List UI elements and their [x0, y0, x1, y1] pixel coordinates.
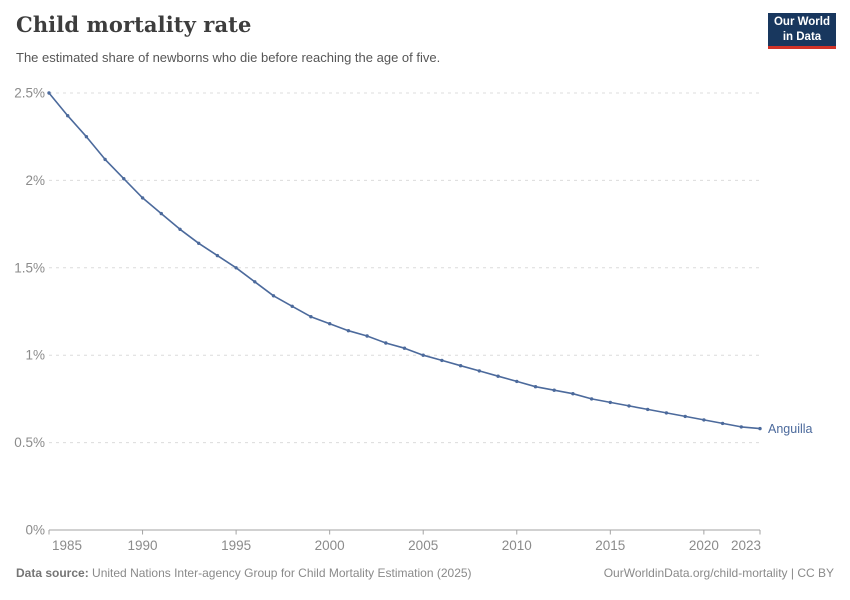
data-point — [197, 241, 201, 245]
data-point — [515, 379, 519, 384]
series-anguilla[interactable]: Anguilla — [47, 91, 813, 436]
owid-logo[interactable]: Our World in Data — [768, 13, 836, 49]
data-point — [84, 135, 89, 139]
data-point — [552, 388, 556, 392]
data-point — [253, 280, 257, 284]
data-point — [739, 425, 743, 429]
data-point — [290, 304, 294, 308]
data-point — [215, 253, 220, 258]
data-point — [477, 369, 481, 373]
data-point — [271, 294, 276, 298]
data-point — [346, 329, 351, 333]
y-tick-label: 1% — [25, 348, 45, 363]
chart-footer: Data source: United Nations Inter-agency… — [0, 566, 850, 580]
data-point — [421, 353, 425, 357]
y-tick-label: 1.5% — [14, 260, 45, 275]
data-point — [627, 404, 631, 408]
y-tick-label: 0.5% — [14, 435, 45, 450]
gridlines — [49, 92, 760, 444]
y-tick-label: 2% — [25, 173, 45, 188]
data-point — [384, 341, 388, 345]
owid-logo-line2: in Data — [782, 30, 822, 43]
data-point — [159, 211, 163, 216]
data-point — [571, 392, 575, 396]
data-point — [702, 418, 706, 422]
y-tick-label: 2.5% — [14, 86, 45, 101]
data-point — [47, 91, 51, 95]
data-point — [608, 400, 612, 405]
data-point — [533, 385, 538, 389]
data-point — [683, 414, 687, 419]
y-tick-label: 0% — [25, 523, 45, 538]
chart-subtitle: The estimated share of newborns who die … — [16, 50, 441, 65]
data-point — [140, 196, 145, 200]
x-tick-label: 2023 — [731, 538, 761, 553]
owid-logo-line1: Our World — [773, 16, 830, 29]
data-point — [496, 374, 500, 378]
data-point — [365, 334, 369, 338]
series-label-anguilla[interactable]: Anguilla — [768, 422, 813, 436]
data-point — [122, 177, 126, 181]
data-point — [758, 426, 762, 431]
data-point — [234, 266, 238, 270]
data-point — [589, 397, 594, 401]
data-point — [664, 411, 669, 415]
x-tick-label: 2005 — [408, 538, 438, 553]
x-axis: 1985 1990 1995 2000 2005 2010 2015 2020 2023 — [48, 529, 761, 553]
x-tick-label: 2020 — [689, 538, 719, 553]
data-point — [402, 346, 407, 350]
data-source: Data source: United Nations Inter-agency… — [16, 566, 472, 580]
data-point — [720, 421, 725, 426]
data-point — [458, 364, 463, 368]
x-tick-label: 2010 — [502, 538, 532, 553]
data-point — [66, 114, 70, 118]
data-point — [178, 227, 182, 231]
page-title: Child mortality rate — [16, 12, 252, 37]
data-source-label: Data source: — [16, 566, 89, 580]
data-point — [440, 358, 444, 363]
x-tick-label: 1985 — [52, 538, 82, 553]
data-point — [309, 315, 313, 319]
data-source-text: United Nations Inter-agency Group for Ch… — [92, 566, 472, 580]
x-tick-label: 2015 — [595, 538, 625, 553]
data-point — [328, 322, 332, 326]
x-tick-label: 1990 — [128, 538, 158, 553]
data-point — [103, 157, 107, 162]
data-point — [646, 407, 650, 412]
x-tick-label: 1995 — [221, 538, 251, 553]
x-tick-label: 2000 — [315, 538, 345, 553]
anguilla-line[interactable] — [48, 92, 761, 430]
credit-link[interactable]: OurWorldinData.org/child-mortality | CC … — [603, 566, 834, 580]
y-axis-labels: 0% 0.5% 1% 1.5% 2% 2.5% — [14, 86, 45, 538]
